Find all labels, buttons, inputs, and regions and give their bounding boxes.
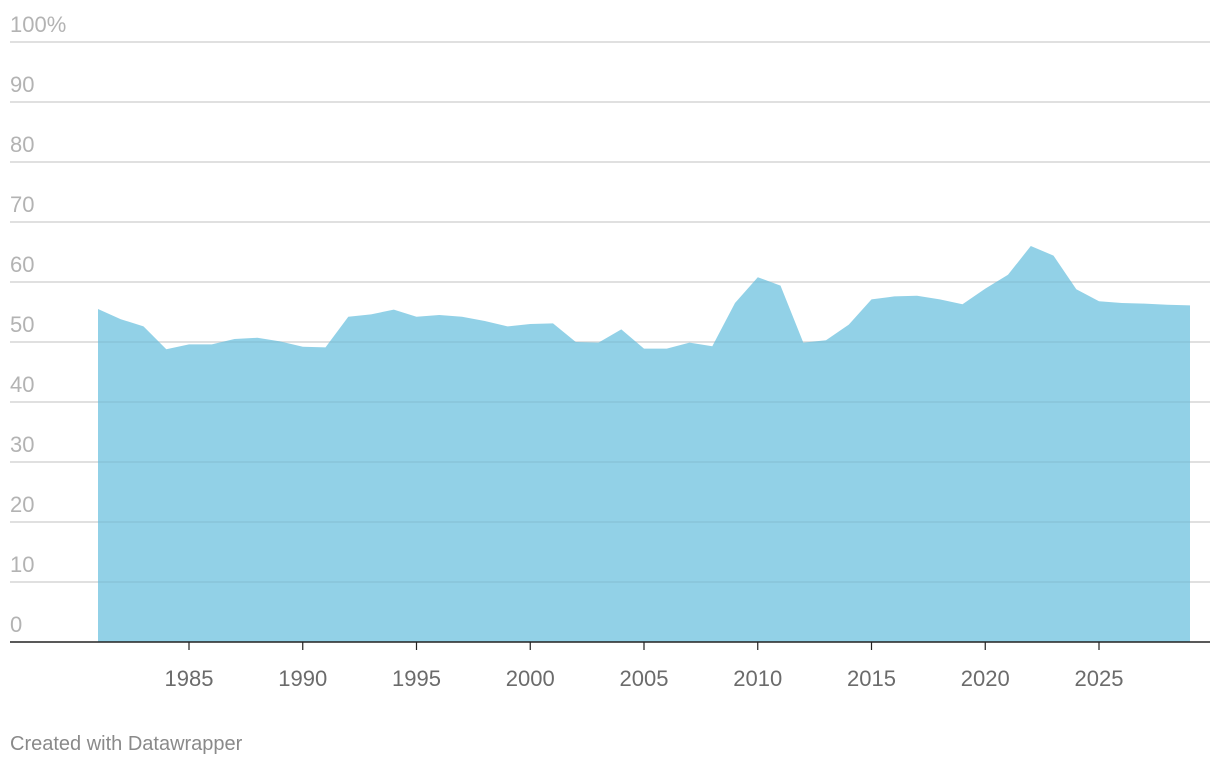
y-tick-label-100: 100%: [10, 12, 66, 37]
x-axis-labels: 1985 1990 1995 2000 2005 2010 2015 2020 2025: [165, 666, 1124, 691]
x-tick-label-1995: 1995: [392, 666, 441, 691]
x-tick-label-2000: 2000: [506, 666, 555, 691]
y-tick-label-80: 80: [10, 132, 34, 157]
area-series: [10, 41, 1210, 642]
y-tick-label-60: 60: [10, 252, 34, 277]
y-tick-label-70: 70: [10, 192, 34, 217]
y-tick-label-90: 90: [10, 72, 34, 97]
x-tick-label-1985: 1985: [165, 666, 214, 691]
area-fill: [98, 246, 1190, 642]
x-tick-label-2025: 2025: [1075, 666, 1124, 691]
x-tick-label-1990: 1990: [278, 666, 327, 691]
x-tick-label-2005: 2005: [620, 666, 669, 691]
x-tick-label-2010: 2010: [733, 666, 782, 691]
x-tick-label-2020: 2020: [961, 666, 1010, 691]
y-tick-label-40: 40: [10, 372, 34, 397]
area-chart: 0 10 20 30 40 50 60 70 80 90 100% 1985 1990 1995 2000…: [10, 12, 1210, 691]
y-tick-label-0: 0: [10, 612, 22, 637]
x-tick-label-2015: 2015: [847, 666, 896, 691]
x-axis: [10, 641, 1210, 650]
y-tick-label-10: 10: [10, 552, 34, 577]
y-tick-label-50: 50: [10, 312, 34, 337]
y-tick-label-20: 20: [10, 492, 34, 517]
y-axis-labels: 0 10 20 30 40 50 60 70 80 90 100%: [10, 12, 66, 637]
y-tick-label-30: 30: [10, 432, 34, 457]
datawrapper-credit: Created with Datawrapper: [10, 733, 243, 755]
